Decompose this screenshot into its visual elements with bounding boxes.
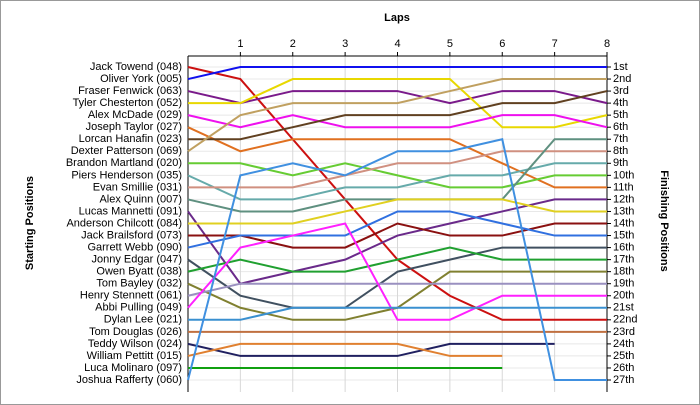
- series-label: Lucas Mannetti (091): [79, 205, 182, 217]
- y2-tick-label: 3rd: [613, 85, 629, 97]
- y2-tick-label: 22nd: [613, 314, 637, 326]
- series-label: Jonny Edgar (047): [92, 254, 183, 266]
- x-tick-label: 5: [447, 38, 453, 50]
- y2-tick-label: 1st: [613, 61, 628, 73]
- series-line: [187, 198, 607, 285]
- y2-tick-label: 17th: [613, 254, 634, 266]
- series-label: Alex McDade (029): [88, 109, 182, 121]
- series-label: Tyler Chesterton (052): [73, 97, 182, 109]
- y2-tick-label: 26th: [613, 362, 634, 374]
- series-label: Fraser Fenwick (063): [78, 85, 182, 97]
- series-line: [188, 222, 607, 249]
- series-label: William Pettitt (015): [87, 350, 182, 362]
- x-tick-label: 8: [604, 38, 610, 50]
- series-line: [187, 342, 503, 357]
- series-label: Anderson Chilcott (084): [66, 217, 182, 229]
- y2-tick-label: 7th: [613, 133, 628, 145]
- series-label: Teddy Wilson (024): [88, 338, 182, 350]
- y2-tick-label: 15th: [613, 229, 634, 241]
- series-label: Alex Quinn (007): [99, 193, 182, 205]
- series-label: Evan Smillie (031): [93, 181, 182, 193]
- series-label: Joshua Rafferty (060): [76, 374, 182, 386]
- series-line: [188, 90, 608, 141]
- series-label: Garrett Webb (090): [87, 241, 182, 253]
- series-label: Luca Molinaro (097): [84, 362, 182, 374]
- series-line: [188, 78, 608, 129]
- series-label: Dexter Patterson (069): [71, 145, 182, 157]
- y2-tick-label: 6th: [613, 121, 628, 133]
- series-line: [188, 198, 607, 225]
- chart-title: Laps: [384, 12, 410, 24]
- series-line: [187, 282, 607, 297]
- series-line: [187, 66, 607, 81]
- series-line: [187, 246, 607, 273]
- x-tick-label: 7: [552, 38, 558, 50]
- y2-tick-label: 4th: [613, 97, 628, 109]
- y2-tick-label: 19th: [613, 278, 634, 290]
- series-line: [187, 90, 608, 105]
- x-tick-label: 4: [394, 38, 400, 50]
- y2-tick-label: 14th: [613, 217, 634, 229]
- x-tick-label: 2: [290, 38, 296, 50]
- series-line: [187, 162, 607, 201]
- x-tick-label: 6: [499, 38, 505, 50]
- y2-tick-label: 9th: [613, 157, 628, 169]
- series-label: Piers Henderson (035): [71, 169, 182, 181]
- series-line: [188, 150, 607, 189]
- y2-tick-label: 10th: [613, 169, 634, 181]
- series-label: Dylan Lee (021): [104, 314, 182, 326]
- series-label: Jack Towend (048): [90, 61, 182, 73]
- y2-tick-label: 11th: [613, 181, 634, 193]
- series-label: Lorcan Hanafin (023): [79, 133, 182, 145]
- y2-tick-label: 13th: [613, 205, 634, 217]
- y2-tick-label: 27th: [613, 374, 634, 386]
- y2-tick-label: 5th: [613, 109, 628, 121]
- y2-tick-label: 20th: [613, 290, 634, 302]
- y2-tick-label: 16th: [613, 241, 634, 253]
- series-line: [187, 342, 555, 357]
- series-label: Henry Stennett (061): [80, 290, 182, 302]
- y2-tick-label: 8th: [613, 145, 628, 157]
- series-line: [187, 246, 607, 309]
- series-line: [187, 114, 608, 129]
- series-line: [188, 306, 607, 321]
- series-label: Tom Bayley (032): [96, 278, 182, 290]
- y2-tick-label: 21st: [613, 302, 634, 314]
- series-label: Joseph Taylor (027): [86, 121, 182, 133]
- series-line: [187, 78, 607, 153]
- x-tick-label: 3: [342, 38, 348, 50]
- series-label: Abbi Pulling (049): [95, 302, 182, 314]
- series-line: [187, 138, 607, 381]
- y2-tick-label: 12th: [613, 193, 634, 205]
- x-tick-label: 1: [237, 38, 243, 50]
- series-label: Jack Brailsford (073): [81, 229, 182, 241]
- y2-tick-label: 25th: [613, 350, 634, 362]
- y-axis-title: Starting Positions: [24, 176, 36, 270]
- y2-tick-label: 2nd: [613, 73, 631, 85]
- y2-tick-label: 18th: [613, 266, 634, 278]
- series-line: [188, 162, 607, 189]
- series-label: Tom Douglas (026): [89, 326, 182, 338]
- series-label: Oliver York (005): [100, 73, 182, 85]
- y2-axis-title: Finishing Positions: [658, 170, 670, 271]
- series-label: Brandon Martland (020): [66, 157, 182, 169]
- series-line: [187, 210, 607, 249]
- y2-tick-label: 24th: [613, 338, 634, 350]
- y2-tick-label: 23rd: [613, 326, 635, 338]
- series-label: Owen Byatt (038): [96, 266, 182, 278]
